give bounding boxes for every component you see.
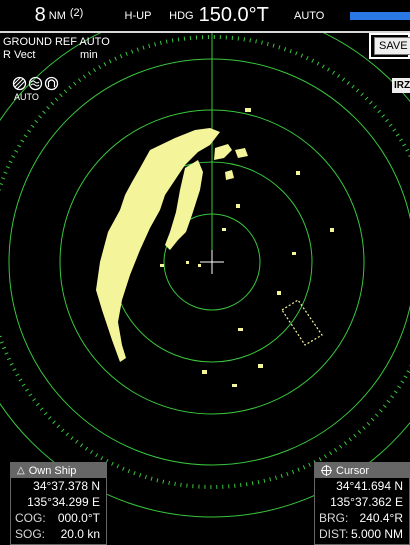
- own-ship-lat: 34°37.378 N: [33, 479, 100, 493]
- cursor-title: Cursor: [336, 464, 370, 477]
- island-echo-2: [235, 148, 248, 158]
- coastline-echo: [96, 128, 220, 362]
- brg-value: 240.4°R: [359, 511, 404, 525]
- target-echo-5: [222, 228, 226, 231]
- range-display[interactable]: 8 NM (2): [0, 0, 119, 33]
- own-ship-title: Own Ship: [28, 464, 77, 477]
- own-ship-icon: △: [17, 465, 25, 476]
- target-echo-10: [277, 291, 281, 295]
- target-echo-1: [245, 108, 251, 112]
- cursor-lon: 135°37.362 E: [330, 495, 403, 509]
- heading-label: HDG: [169, 9, 194, 22]
- brg-label: BRG:: [319, 511, 349, 525]
- cog-value: 000.0°T: [57, 511, 100, 525]
- irz-button[interactable]: IRZ: [392, 78, 410, 93]
- target-echo-11: [238, 328, 243, 331]
- target-echo-9: [292, 252, 296, 255]
- save-label: SAVE: [374, 37, 410, 55]
- cursor-panel[interactable]: Cursor 34°41.694 N 135°37.362 E BRG: 240…: [314, 462, 410, 545]
- irz-label: IRZ: [394, 80, 410, 91]
- target-echo-7: [186, 261, 189, 264]
- own-ship-panel[interactable]: △ Own Ship 34°37.378 N 135°34.299 E COG:…: [10, 462, 107, 545]
- dotted-echo-cluster: [281, 299, 323, 346]
- own-ship-title-bar: △ Own Ship: [11, 463, 106, 478]
- dist-label: DIST:: [319, 527, 349, 541]
- target-echo-13: [258, 364, 263, 368]
- target-echo-3: [330, 228, 334, 232]
- range-unit: NM: [48, 9, 66, 22]
- gain-control[interactable]: AUTO: [280, 0, 410, 33]
- heading-display: HDG 150.0°T: [158, 0, 281, 33]
- island-echo-3: [225, 170, 234, 180]
- target-echo-14: [232, 384, 237, 387]
- tune-icon[interactable]: [44, 76, 59, 91]
- radar-echoes: [96, 108, 334, 387]
- range-sub: (2): [69, 6, 84, 19]
- ground-ref-label: GROUND REF AUTO: [3, 36, 110, 48]
- sea-clutter-icon[interactable]: [28, 76, 43, 91]
- rain-clutter-icon[interactable]: [12, 76, 27, 91]
- save-button[interactable]: SAVE: [369, 33, 410, 59]
- dist-value: 5.000 NM: [350, 527, 403, 541]
- target-echo-12: [202, 370, 207, 374]
- vector-unit-label: min: [80, 49, 98, 61]
- cursor-lat: 34°41.694 N: [336, 479, 403, 493]
- inner-coast-echo: [165, 160, 203, 250]
- cursor-title-bar: Cursor: [315, 463, 409, 478]
- orientation-mode-button[interactable]: H-UP: [118, 0, 159, 33]
- target-echo-6: [198, 264, 201, 267]
- clutter-icons: [12, 76, 59, 91]
- island-echo-1: [214, 144, 232, 160]
- vector-label[interactable]: R Vect: [3, 49, 36, 61]
- clutter-auto-label: AUTO: [14, 92, 39, 102]
- range-value: 8: [34, 4, 46, 26]
- own-ship-lon: 135°34.299 E: [27, 495, 100, 509]
- target-echo-2: [296, 171, 300, 175]
- target-echo-4: [236, 204, 240, 208]
- sog-value: 20.0 kn: [60, 527, 100, 541]
- sog-label: SOG:: [15, 527, 46, 541]
- cursor-crosshair[interactable]: [200, 250, 224, 274]
- target-echo-8: [160, 264, 164, 267]
- cursor-icon: [321, 465, 332, 476]
- orientation-label: H-UP: [124, 9, 152, 22]
- heading-value: 150.0°T: [198, 4, 269, 26]
- gain-mode-label: AUTO: [294, 9, 325, 22]
- cog-label: COG:: [15, 511, 46, 525]
- gain-level-bar[interactable]: [350, 12, 410, 20]
